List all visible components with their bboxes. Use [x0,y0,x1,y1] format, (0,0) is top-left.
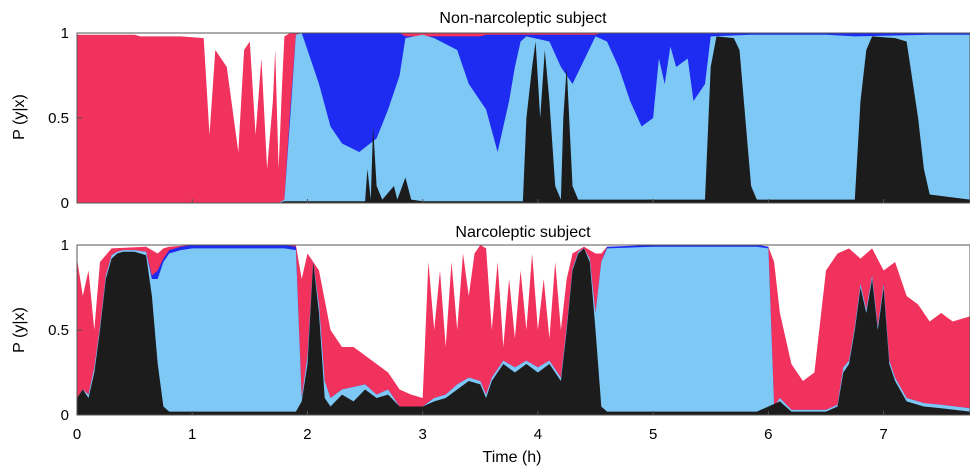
y-tick-label: 0 [61,195,69,212]
y-tick-label: 1 [61,25,69,42]
y-tick-label: 0.5 [48,322,69,339]
x-tick-label: 4 [534,426,542,443]
x-tick-label: 6 [764,426,772,443]
y-axis: 00.51 [48,237,885,424]
y-axis-label: P (y|x) [11,94,28,140]
x-tick-label: 2 [303,426,311,443]
x-tick-label: 3 [419,426,427,443]
panel-title: Non-narcoleptic subject [439,10,607,27]
x-tick-label: 7 [879,426,887,443]
panel-narcoleptic: Narcoleptic subject P (y|x) 00.51 [11,224,970,424]
y-tick-label: 0.5 [48,110,69,127]
x-axis-label: Time (h) [483,449,542,466]
stacked-areas [77,245,970,415]
plot-frame [76,32,970,204]
panel-non-narcoleptic: Non-narcoleptic subject P (y|x) 0 0.5 1 [11,10,970,212]
x-tick-label: 1 [188,426,196,443]
area-rem [77,248,970,415]
y-tick-label: 0 [61,407,69,424]
y-tick-label: 1 [61,237,69,254]
x-tick-label: 0 [73,426,81,443]
area-rem [77,36,970,204]
stacked-areas [77,33,970,204]
panel-title: Narcoleptic subject [455,224,591,241]
area-n2 [77,246,970,415]
x-axis: 0 1 2 3 4 5 6 7 [73,426,888,443]
x-tick-label: 5 [649,426,657,443]
y-axis-label: P (y|x) [11,307,28,353]
plot-frame [76,244,970,416]
